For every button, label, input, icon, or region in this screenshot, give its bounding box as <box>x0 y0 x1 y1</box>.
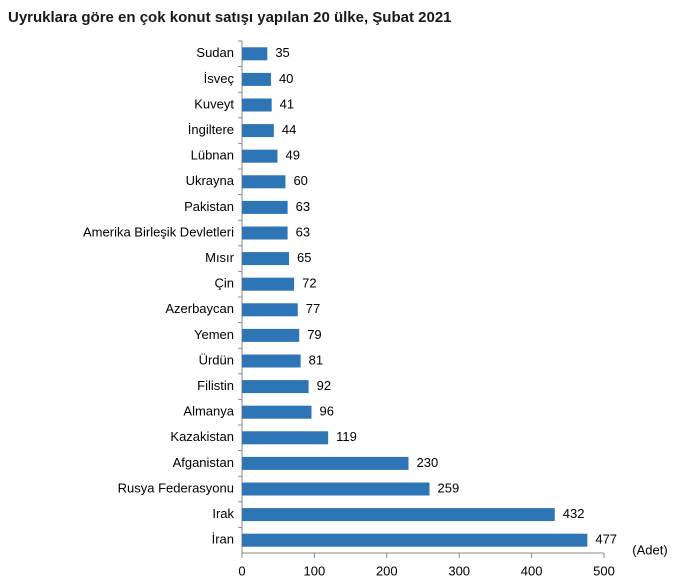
bar <box>242 200 288 214</box>
y-tick-label: İran <box>212 532 234 547</box>
y-tick-label: Mısır <box>205 250 235 265</box>
x-tick-label: 200 <box>376 563 398 578</box>
data-label: 63 <box>296 199 310 214</box>
y-tick-label: Irak <box>212 506 234 521</box>
data-label: 432 <box>563 506 585 521</box>
y-tick-label: Ürdün <box>199 352 234 367</box>
data-label: 119 <box>336 429 357 444</box>
data-label: 259 <box>438 480 460 495</box>
data-label: 79 <box>307 327 321 342</box>
y-tick-label: İngiltere <box>188 122 234 137</box>
data-label: 49 <box>285 148 299 163</box>
bar <box>242 226 288 240</box>
data-label: 72 <box>302 276 316 291</box>
bar <box>242 328 300 342</box>
data-label: 40 <box>279 71 293 86</box>
y-tick-label: Sudan <box>196 45 234 60</box>
y-tick-label: Ukrayna <box>186 173 235 188</box>
bar <box>242 533 588 547</box>
bar <box>242 277 295 291</box>
y-tick-label: İsveç <box>204 71 235 86</box>
chart-title: Uyruklara göre en çok konut satışı yapıl… <box>8 9 452 26</box>
data-label: 60 <box>293 173 307 188</box>
y-tick-label: Yemen <box>194 327 234 342</box>
bar <box>242 72 271 86</box>
data-label: 92 <box>317 378 331 393</box>
y-tick-label: Kazakistan <box>170 429 234 444</box>
x-axis-label: (Adet) <box>632 542 667 557</box>
x-tick-label: 500 <box>593 563 615 578</box>
y-tick-label: Lübnan <box>191 148 234 163</box>
bar <box>242 405 312 419</box>
bar <box>242 47 268 61</box>
data-label: 81 <box>309 352 323 367</box>
y-tick-label: Almanya <box>183 404 234 419</box>
bar <box>242 431 329 445</box>
y-tick-label: Filistin <box>197 378 234 393</box>
y-tick-label: Kuveyt <box>194 96 234 111</box>
bar <box>242 303 298 317</box>
data-label: 41 <box>280 96 294 111</box>
bar <box>242 149 278 163</box>
y-tick-label: Çin <box>214 276 234 291</box>
bar <box>242 98 272 112</box>
bar <box>242 124 274 138</box>
x-tick-label: 0 <box>238 563 245 578</box>
y-tick-label: Azerbaycan <box>165 301 234 316</box>
x-tick-label: 300 <box>448 563 470 578</box>
y-tick-label: Pakistan <box>184 199 234 214</box>
bar <box>242 175 286 189</box>
bar <box>242 354 301 368</box>
data-label: 44 <box>282 122 296 137</box>
data-label: 77 <box>306 301 320 316</box>
bar <box>242 482 430 496</box>
data-label: 477 <box>595 532 617 547</box>
bar <box>242 380 309 394</box>
y-tick-label: Amerika Birleşik Devletleri <box>83 224 234 239</box>
bar <box>242 456 409 470</box>
data-label: 230 <box>417 455 439 470</box>
data-label: 65 <box>297 250 311 265</box>
data-label: 35 <box>275 45 289 60</box>
bar <box>242 508 555 522</box>
x-tick-label: 400 <box>521 563 543 578</box>
bar <box>242 252 290 266</box>
data-label: 63 <box>296 224 310 239</box>
y-tick-label: Afganistan <box>173 455 234 470</box>
data-label: 96 <box>320 404 334 419</box>
y-tick-label: Rusya Federasyonu <box>118 480 234 495</box>
x-tick-label: 100 <box>304 563 326 578</box>
